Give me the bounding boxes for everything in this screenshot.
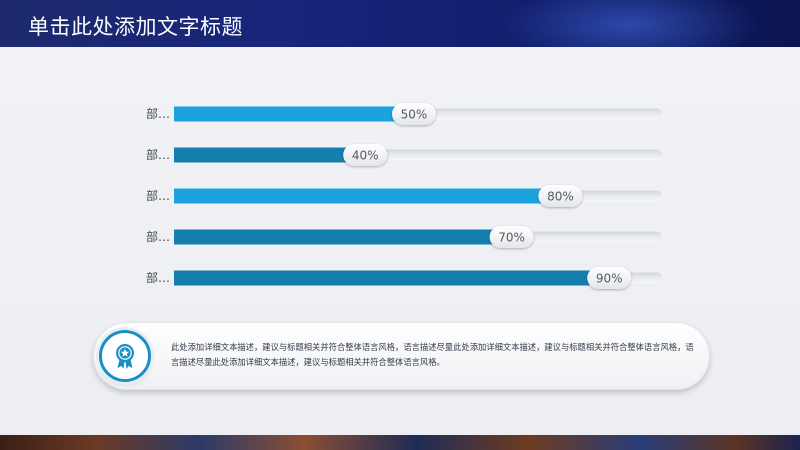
- header-bar: 单击此处添加文字标题: [0, 0, 800, 47]
- category-label: 部…: [146, 188, 170, 203]
- value-pill: [489, 226, 534, 248]
- category-label: 部…: [146, 106, 170, 121]
- value-pill: [392, 103, 436, 125]
- slide-title[interactable]: 单击此处添加文字标题: [28, 15, 243, 39]
- category-label: 部…: [146, 147, 170, 162]
- value-label: 40%: [352, 149, 379, 163]
- value-pill: [587, 267, 632, 289]
- category-label: 部…: [146, 229, 170, 244]
- category-label: 部…: [146, 270, 170, 285]
- bar-fill: [174, 188, 565, 204]
- bar-fill: [174, 106, 418, 122]
- description-box: 此处添加详细文本描述，建议与标题相关并符合整体语言风格，语言描述尽量此处添加详细…: [93, 322, 710, 390]
- value-label: 80%: [547, 190, 574, 204]
- bar-fill: [174, 147, 370, 163]
- footer-photo-strip: [0, 435, 800, 450]
- award-badge-icon: [99, 330, 151, 382]
- value-pill: [343, 144, 388, 166]
- value-pill: [538, 185, 583, 207]
- bar-fill: [174, 229, 516, 245]
- value-label: 50%: [401, 108, 428, 122]
- value-label: 90%: [596, 272, 623, 286]
- value-label: 70%: [498, 231, 525, 245]
- description-text[interactable]: 此处添加详细文本描述，建议与标题相关并符合整体语言风格，语言描述尽量此处添加详细…: [171, 342, 694, 367]
- bar-fill: [174, 270, 614, 286]
